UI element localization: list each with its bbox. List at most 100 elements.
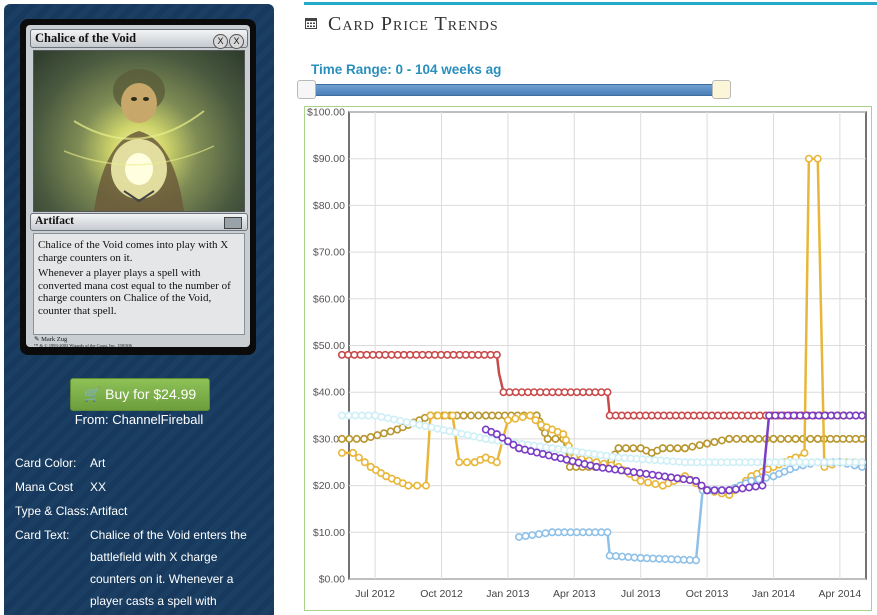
data-point: [725, 486, 734, 495]
data-point: [531, 416, 540, 425]
set-symbol-icon: [224, 217, 242, 229]
data-point: [360, 458, 369, 467]
data-point: [474, 411, 483, 420]
data-point: [751, 482, 760, 491]
data-point: [492, 350, 501, 359]
data-point: [404, 481, 413, 490]
attr-label-card-text: Card Text:: [15, 528, 70, 542]
data-point: [614, 444, 623, 453]
data-point: [551, 434, 560, 443]
data-point: [621, 444, 630, 453]
data-point: [413, 481, 422, 490]
data-point: [511, 414, 520, 423]
card-type-line: Artifact: [35, 215, 74, 227]
data-point: [703, 439, 712, 448]
data-point: [426, 411, 435, 420]
data-point: [541, 529, 550, 538]
data-point: [498, 433, 507, 442]
attr-value-card-text: Chalice of the Void enters the battlefie…: [90, 528, 247, 608]
data-point: [636, 469, 645, 478]
data-point: [806, 434, 815, 443]
data-point: [467, 411, 476, 420]
data-point: [494, 411, 503, 420]
data-point: [377, 412, 386, 421]
cart-icon: 🛒: [83, 386, 102, 402]
data-point: [754, 434, 763, 443]
data-point: [695, 441, 704, 450]
y-tick-label: $100.00: [307, 107, 345, 119]
slider-end-handle[interactable]: [712, 80, 731, 99]
slider-start-handle[interactable]: [297, 80, 316, 99]
seller-name: From: ChannelFireball: [74, 412, 204, 427]
data-point: [345, 434, 354, 443]
x-tick-label: Jan 2014: [752, 588, 795, 600]
data-point: [738, 484, 747, 493]
data-point: [644, 478, 653, 487]
card-artist: ✎ Mark Zug: [34, 336, 68, 343]
data-point: [383, 414, 392, 423]
data-point: [409, 419, 418, 428]
data-point: [667, 473, 676, 482]
data-point: [832, 434, 841, 443]
x-tick-label: Oct 2012: [420, 588, 463, 600]
card-artist-name: Mark Zug: [41, 336, 68, 343]
data-point: [611, 465, 620, 474]
data-point: [710, 486, 719, 495]
card-type-bar: Artifact: [30, 213, 248, 231]
time-range-slider[interactable]: [305, 84, 731, 96]
buy-button[interactable]: 🛒 Buy for $24.99: [70, 378, 210, 411]
data-point: [804, 154, 813, 163]
data-point: [839, 434, 848, 443]
data-point: [688, 442, 697, 451]
x-tick-label: Jul 2013: [621, 588, 661, 600]
data-point: [636, 476, 645, 485]
data-point: [481, 411, 490, 420]
y-tick-label: $10.00: [313, 527, 345, 539]
data-point: [337, 448, 346, 457]
data-point: [754, 475, 763, 484]
data-point: [813, 434, 822, 443]
data-point: [666, 444, 675, 453]
data-point: [813, 458, 822, 467]
data-point: [692, 476, 701, 485]
data-point: [357, 411, 366, 420]
data-point: [826, 458, 835, 467]
mana-x-icon: X: [229, 34, 244, 49]
data-point: [648, 470, 657, 479]
data-point: [528, 531, 537, 540]
data-point: [710, 438, 719, 447]
data-point: [379, 429, 388, 438]
data-point: [396, 416, 405, 425]
data-point: [731, 485, 740, 494]
data-point: [717, 486, 726, 495]
data-point: [845, 458, 854, 467]
data-point: [692, 556, 701, 565]
data-point: [800, 448, 809, 457]
x-tick-label: Jan 2013: [486, 588, 529, 600]
data-point: [360, 434, 369, 443]
card-artwork: [33, 50, 245, 212]
data-point: [448, 411, 457, 420]
data-point: [433, 411, 442, 420]
data-point: [857, 434, 866, 443]
data-point: [769, 434, 778, 443]
data-point: [857, 411, 866, 420]
data-point: [441, 411, 450, 420]
x-tick-label: Oct 2013: [686, 588, 729, 600]
data-point: [697, 481, 706, 490]
time-range-label: Time Range: 0 - 104 weeks ag: [311, 62, 502, 77]
price-chart-container: $0.00 $10.00 $20.00 $30.00 $40.00 $50.00 $60.0…: [304, 106, 872, 611]
data-point: [462, 458, 471, 467]
attr-label-type-class: Type & Class:: [15, 504, 90, 518]
y-tick-label: $60.00: [313, 293, 345, 305]
x-tick-label: Apr 2014: [819, 588, 862, 600]
data-point: [617, 466, 626, 475]
data-point: [366, 433, 375, 442]
data-point: [604, 464, 613, 473]
attr-value-type-class: Artifact: [90, 504, 128, 518]
data-point: [745, 483, 754, 492]
attr-value-card-color: Art: [90, 456, 106, 470]
data-point: [373, 431, 382, 440]
